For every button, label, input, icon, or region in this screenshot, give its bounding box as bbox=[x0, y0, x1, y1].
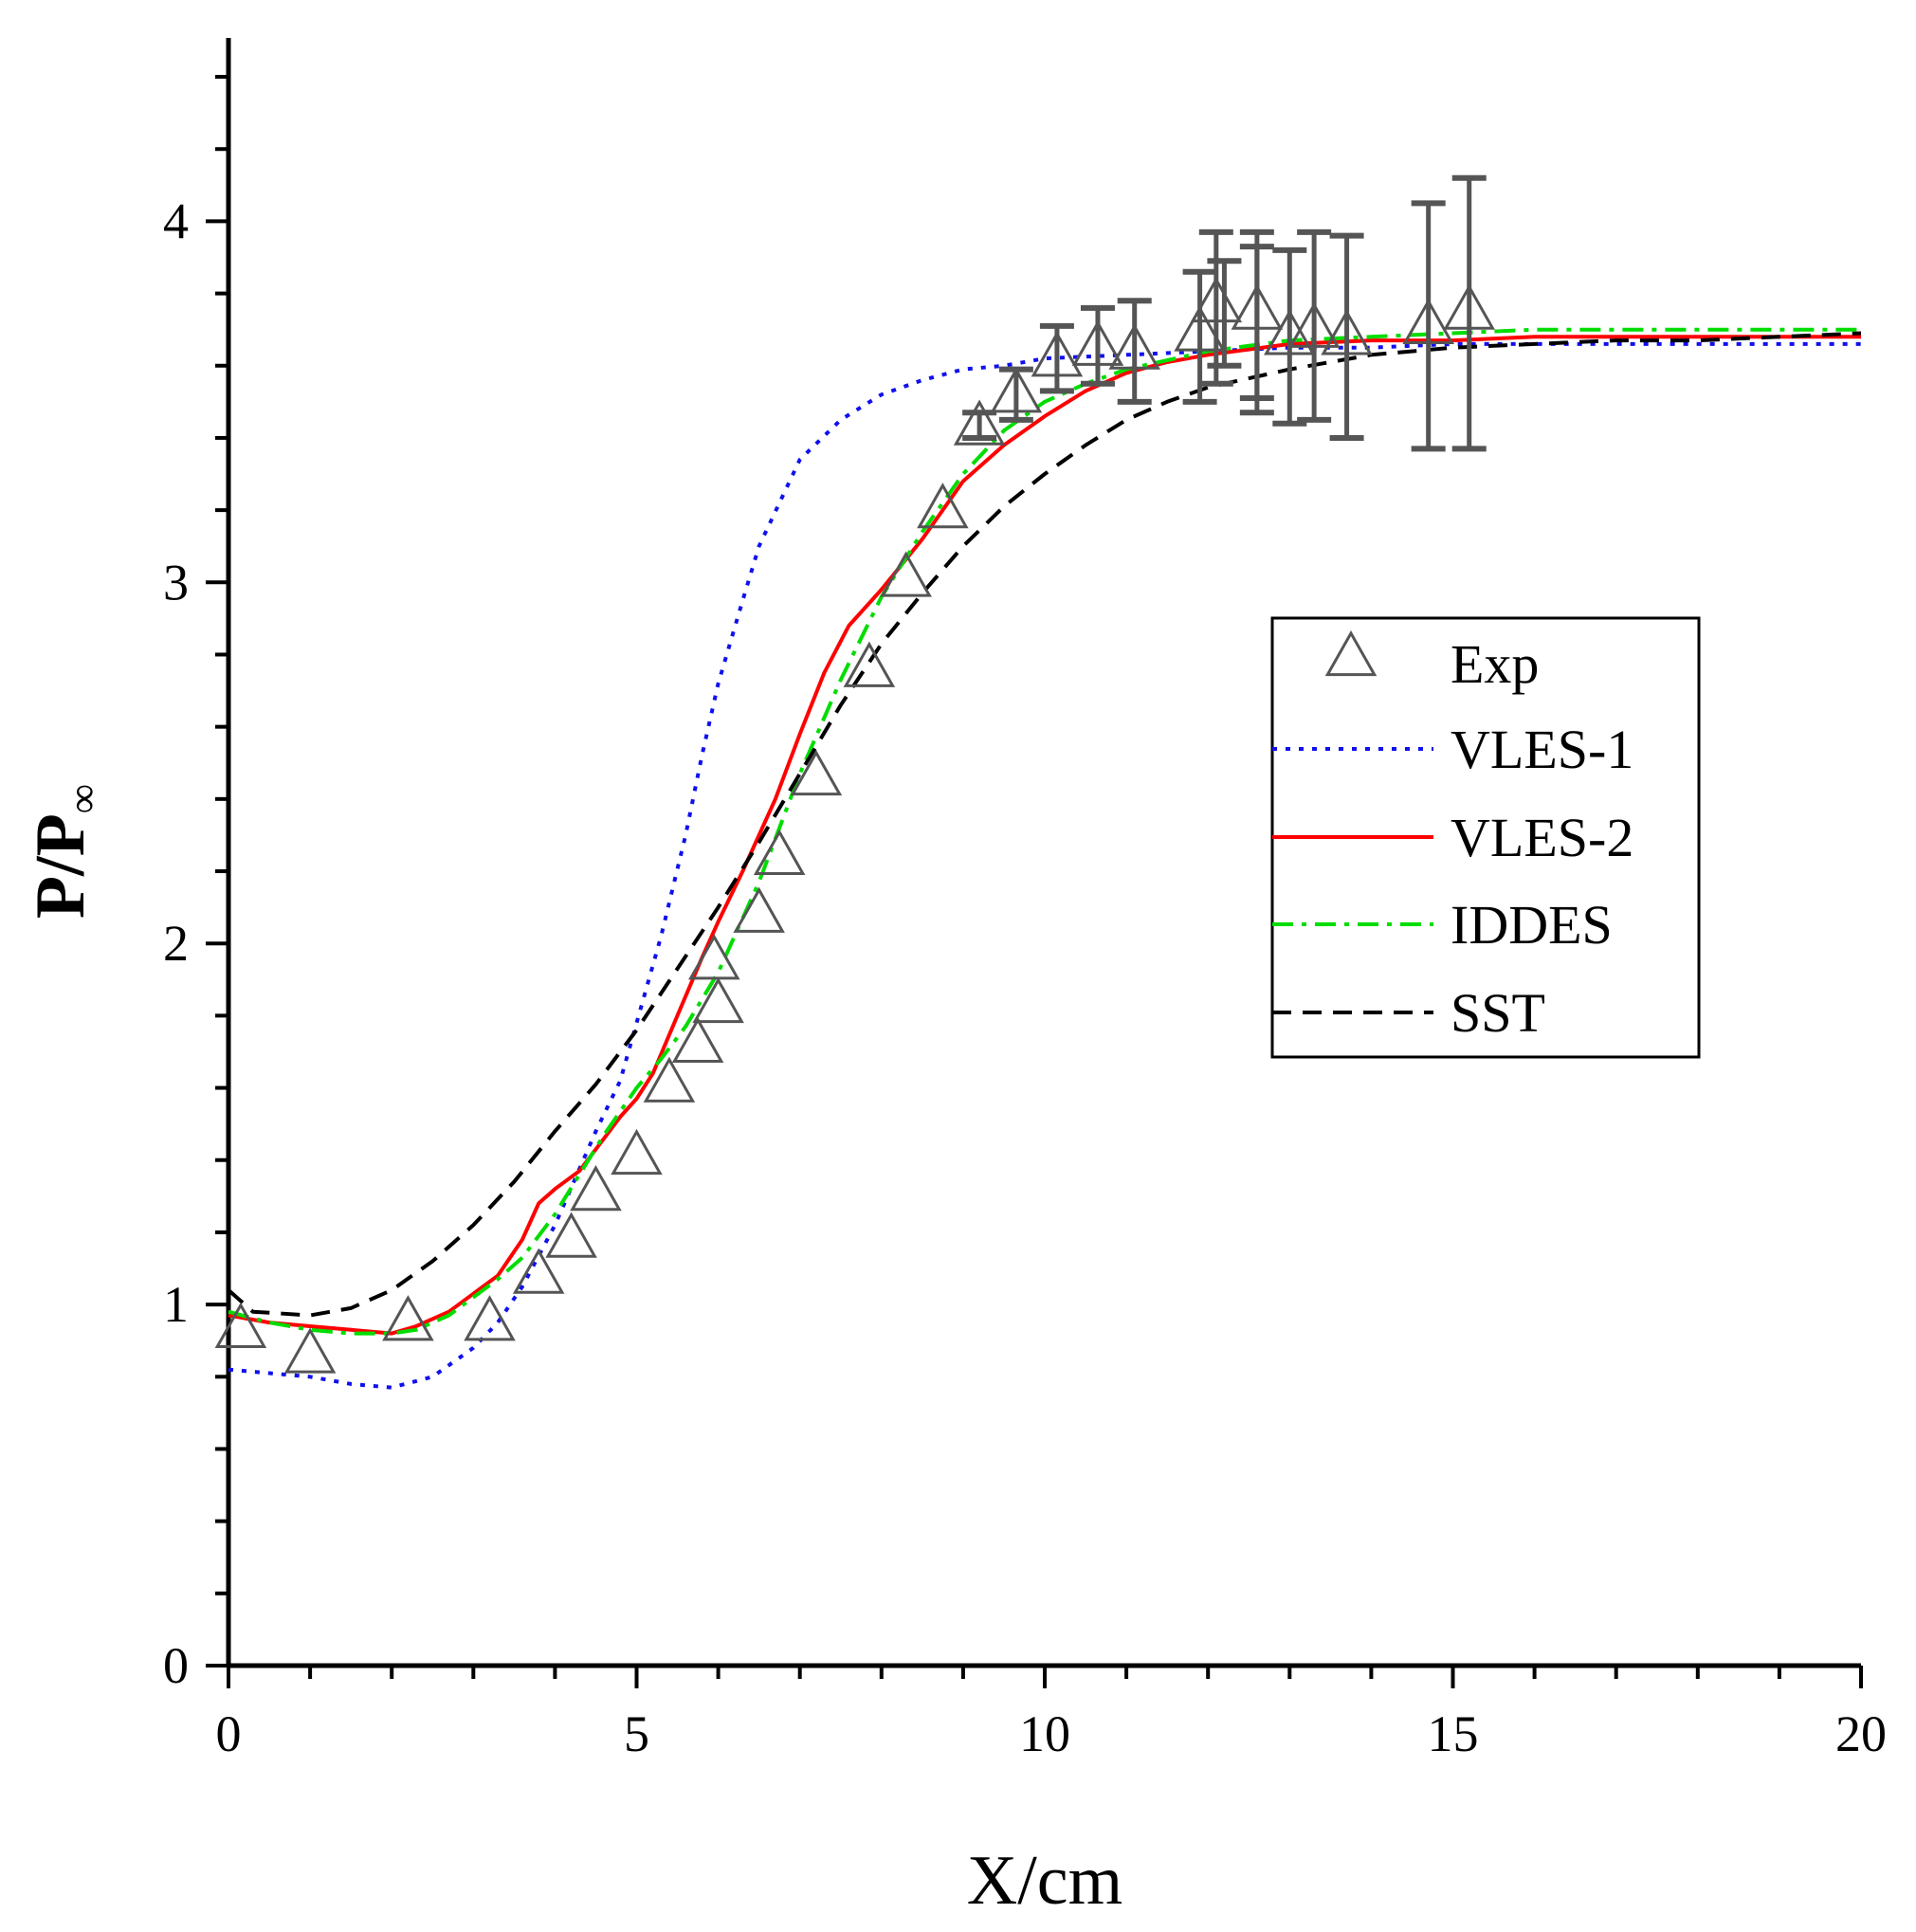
exp-data-point bbox=[1264, 309, 1316, 355]
ticks: 0 5 10 15 20 0 1 2 3 4 bbox=[163, 75, 1887, 1762]
legend-label-vles-2: VLES-2 bbox=[1451, 807, 1633, 868]
exp-data-point bbox=[611, 1128, 663, 1176]
exp-data-point bbox=[214, 1302, 267, 1348]
x-tick-label: 5 bbox=[624, 1705, 649, 1762]
x-tick-label: 20 bbox=[1835, 1705, 1887, 1762]
x-tick-label: 15 bbox=[1428, 1705, 1479, 1762]
exp-data-point bbox=[1190, 276, 1243, 323]
svg-text:P/P∞: P/P∞ bbox=[22, 784, 106, 919]
series-line-iddes bbox=[228, 327, 1861, 1336]
y-tick-label: 0 bbox=[163, 1637, 189, 1694]
y-tick-label: 2 bbox=[163, 915, 189, 972]
y-tick-label: 4 bbox=[163, 192, 189, 249]
legend-label-iddes: IDDES bbox=[1451, 894, 1613, 956]
exp-data-point bbox=[953, 399, 1006, 446]
y-tick-label: 1 bbox=[163, 1276, 189, 1333]
exp-data-point bbox=[917, 483, 969, 529]
series-line-sst bbox=[227, 331, 1862, 1318]
exp-data-point bbox=[790, 749, 843, 796]
y-tick-label: 3 bbox=[163, 554, 189, 611]
x-tick-label: 10 bbox=[1019, 1705, 1070, 1762]
exp-data-point bbox=[545, 1212, 597, 1258]
markers-layer bbox=[214, 174, 1495, 1374]
exp-data-point bbox=[1231, 283, 1284, 330]
exp-data-point bbox=[512, 1248, 565, 1294]
exp-data-point bbox=[692, 976, 744, 1024]
exp-data-point bbox=[843, 641, 896, 687]
x-tick-label: 0 bbox=[216, 1705, 242, 1762]
series-line-vles-2 bbox=[228, 335, 1861, 1336]
legend-symbol-exp bbox=[1324, 629, 1378, 677]
legend-label-sst: SST bbox=[1451, 982, 1545, 1044]
exp-data-point bbox=[753, 829, 806, 875]
exp-data-point bbox=[688, 934, 740, 980]
legend-label-exp: Exp bbox=[1451, 633, 1539, 695]
exp-data-point bbox=[671, 1016, 724, 1064]
exp-data-point bbox=[1402, 298, 1454, 345]
exp-data-point bbox=[733, 886, 785, 933]
exp-data-point bbox=[643, 1056, 696, 1103]
exp-data-point bbox=[1321, 309, 1373, 355]
y-axis-title-subscript: ∞ bbox=[60, 784, 106, 813]
legend-label-vles-1: VLES-1 bbox=[1451, 719, 1633, 780]
exp-data-point bbox=[382, 1295, 434, 1341]
exp-data-point bbox=[570, 1164, 622, 1212]
exp-data-point bbox=[1443, 283, 1495, 330]
exp-data-point bbox=[1071, 319, 1124, 366]
x-axis-title: X/cm bbox=[967, 1842, 1122, 1920]
exp-data-point bbox=[1108, 323, 1160, 370]
exp-data-point bbox=[880, 551, 932, 597]
exp-data-point bbox=[464, 1295, 516, 1341]
exp-data-point bbox=[283, 1327, 337, 1374]
y-axis-title-main: P/P bbox=[22, 813, 100, 919]
exp-data-point bbox=[1174, 305, 1226, 352]
legend: Exp VLES-1 VLES-2 IDDES SST bbox=[1270, 616, 1701, 1059]
exp-data-point bbox=[1031, 331, 1084, 377]
exp-data-point bbox=[990, 367, 1043, 413]
exp-data-point bbox=[1287, 301, 1341, 348]
y-axis-title: P/P∞ bbox=[22, 784, 106, 919]
series-layer bbox=[227, 327, 1862, 1390]
